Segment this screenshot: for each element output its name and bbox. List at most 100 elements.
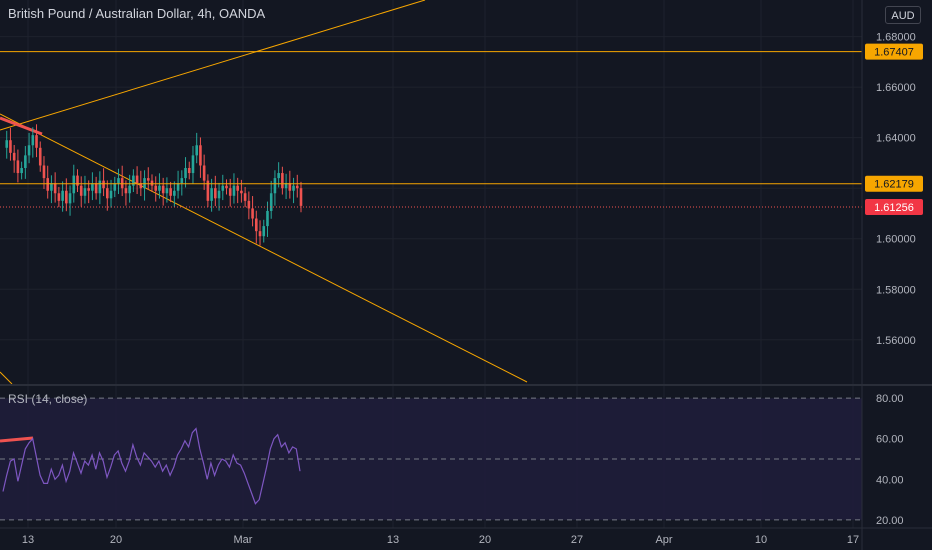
candle-body-11: [42, 165, 46, 179]
candle-body-30: [113, 183, 117, 191]
candle-body-1: [5, 140, 9, 148]
candle-body-19: [72, 175, 76, 194]
rsi-band-fill: [0, 398, 862, 520]
candle-body-25: [94, 183, 98, 194]
time-tick-0: 13: [22, 534, 34, 546]
candle-body-9: [35, 135, 38, 148]
candle-body-49: [184, 168, 187, 179]
trend-lines[interactable]: [0, 0, 528, 443]
time-tick-8: 17: [847, 534, 859, 546]
candle-body-55: [206, 180, 210, 201]
candle-body-4: [16, 160, 20, 174]
candle-body-59: [221, 185, 225, 191]
price-tick-1: 1.66000: [876, 82, 916, 94]
candle-body-65: [243, 193, 247, 201]
candle-body-50: [187, 168, 191, 174]
price-tick-3: 1.60000: [876, 234, 916, 246]
rsi-line: [2, 427, 301, 505]
candle-body-7: [27, 145, 31, 156]
candle-body-60: [225, 185, 228, 189]
candle-body-77: [288, 183, 292, 191]
candle-body-53: [199, 145, 202, 166]
price-tick-2: 1.64000: [876, 133, 916, 145]
candle-body-37: [139, 183, 143, 189]
candle-body-42: [158, 185, 161, 191]
candle-body-36: [135, 175, 139, 184]
candle-body-66: [247, 200, 251, 209]
candle-body-5: [20, 168, 23, 174]
candle-body-38: [143, 178, 146, 189]
price-tick-4: 1.58000: [876, 284, 916, 296]
time-tick-5: 27: [571, 534, 583, 546]
candle-body-17: [65, 190, 68, 204]
last-price-badge: [865, 199, 923, 216]
candle-body-32: [120, 178, 124, 189]
candle-body-74: [277, 173, 280, 179]
level-badge-0: [865, 43, 923, 60]
rsi-tick-0: 80.00: [876, 393, 904, 405]
candle-body-79: [295, 185, 299, 189]
candle-body-12: [46, 178, 49, 191]
symbol-title[interactable]: British Pound / Australian Dollar, 4h, O…: [8, 6, 266, 21]
red-rsi-segment: [0, 436, 34, 443]
candle-body-73: [273, 178, 277, 194]
candles: [5, 124, 303, 246]
candle-body-78: [292, 185, 295, 191]
time-tick-7: 10: [755, 534, 767, 546]
candle-body-56: [210, 188, 213, 201]
candle-body-47: [176, 183, 180, 191]
candle-body-40: [150, 180, 154, 186]
candle-body-69: [258, 231, 262, 237]
candle-body-76: [284, 183, 288, 189]
candle-body-13: [50, 183, 53, 191]
candle-body-61: [228, 188, 232, 196]
rsi-tick-1: 60.00: [876, 434, 904, 446]
candle-body-18: [68, 193, 72, 204]
candle-body-67: [251, 208, 254, 219]
candle-body-24: [91, 183, 94, 191]
candle-body-14: [53, 183, 57, 194]
price-tick-5: 1.56000: [876, 335, 916, 347]
candle-body-16: [61, 190, 64, 201]
candle-body-27: [102, 180, 105, 189]
candle-body-21: [79, 185, 83, 196]
candle-body-44: [165, 188, 169, 194]
grid-lines: [0, 0, 862, 528]
currency-badge[interactable]: AUD: [885, 6, 921, 24]
rsi-tick-2: 40.00: [876, 474, 904, 486]
candle-body-51: [191, 155, 195, 174]
rsi-indicator-title[interactable]: RSI (14, close): [8, 392, 88, 406]
rsi-tick-3: 20.00: [876, 515, 904, 527]
time-tick-6: Apr: [655, 534, 672, 546]
rsi-band: [0, 397, 862, 521]
candle-body-8: [31, 135, 35, 146]
candle-body-3: [12, 152, 16, 161]
price-tick-0: 1.68000: [876, 32, 916, 44]
candle-body-45: [169, 188, 172, 196]
candle-body-58: [217, 190, 221, 199]
red-trend-segment: [0, 116, 43, 136]
candle-body-71: [266, 210, 269, 227]
candle-body-31: [117, 178, 120, 184]
candle-body-52: [195, 145, 198, 156]
candle-body-2: [9, 140, 12, 153]
candle-body-23: [87, 188, 90, 191]
last-price-label: 1.61256: [874, 202, 914, 214]
candle-body-68: [255, 218, 258, 232]
candle-body-15: [57, 193, 61, 201]
time-tick-4: 20: [479, 534, 491, 546]
candle-body-70: [262, 226, 266, 237]
time-tick-2: Mar: [234, 534, 253, 546]
price-levels[interactable]: 1.67407 1.62179 1.61256: [0, 43, 923, 216]
candle-body-22: [83, 188, 87, 196]
candle-body-62: [232, 185, 236, 196]
trendline-fragment: [0, 371, 13, 385]
candle-body-72: [269, 193, 273, 211]
candle-body-6: [24, 155, 27, 168]
level-badge-1: [865, 175, 923, 192]
candle-body-39: [146, 178, 150, 181]
candle-body-29: [109, 190, 113, 199]
candle-body-35: [132, 175, 135, 186]
